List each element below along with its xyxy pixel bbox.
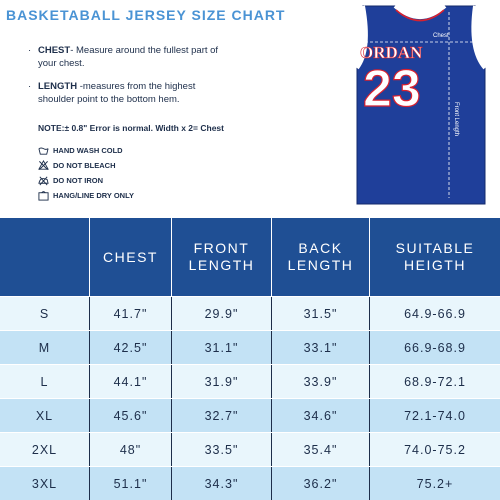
hang-dry-icon	[38, 191, 49, 201]
chest-cell: 42.5"	[90, 331, 172, 364]
care-label: DO NOT IRON	[53, 176, 103, 185]
front-length-cell: 29.9"	[172, 297, 272, 330]
no-iron-icon	[38, 176, 49, 186]
front-length-cell: 34.3"	[172, 467, 272, 500]
table-header-row: CHEST FRONT LENGTH BACK LENGTH SUITABLE HEI…	[0, 218, 500, 296]
header-back-length: BACK LENGTH	[272, 218, 370, 296]
jersey-armhole-right	[471, 5, 487, 70]
height-cell: 66.9-68.9	[404, 340, 466, 355]
height-cell: 74.0-75.2	[404, 442, 466, 457]
bullet-icon: ·	[28, 45, 32, 56]
care-label: HANG/LINE DRY ONLY	[53, 191, 134, 200]
size-cell: M	[0, 331, 90, 364]
back-length-cell: 34.6"	[272, 399, 370, 432]
table-row: S 41.7" 29.9" 31.5" 64.9-66.9	[0, 296, 500, 330]
no-bleach-icon	[38, 160, 49, 170]
height-cell: 72.1-74.0	[404, 408, 466, 423]
table-row: XL 45.6" 32.7" 34.6" 72.1-74.0	[0, 398, 500, 432]
height-cell: 64.9-66.9	[404, 306, 466, 321]
chest-instruction: · CHEST- Measure around the fullest part…	[28, 44, 228, 70]
table-row: L 44.1" 31.9" 33.9" 68.9-72.1	[0, 364, 500, 398]
jersey-graphic: Chest Front Length ORDAN 23	[355, 4, 487, 205]
size-cell: 3XL	[0, 467, 90, 500]
length-term: LENGTH	[38, 81, 78, 92]
chest-cell: 48"	[90, 433, 172, 466]
size-table: CHEST FRONT LENGTH BACK LENGTH SUITABLE HEI…	[0, 218, 500, 500]
header-size	[0, 218, 90, 296]
header-front-length: FRONT LENGTH	[172, 218, 272, 296]
chest-cell: 51.1"	[90, 467, 172, 500]
back-length-cell: 31.5"	[272, 297, 370, 330]
size-cell: XL	[0, 399, 90, 432]
size-cell: L	[0, 365, 90, 398]
table-row: 2XL 48" 33.5" 35.4" 74.0-75.2	[0, 432, 500, 466]
front-length-cell: 31.1"	[172, 331, 272, 364]
care-item: DO NOT BLEACH	[38, 158, 134, 173]
size-cell: 2XL	[0, 433, 90, 466]
back-length-cell: 33.9"	[272, 365, 370, 398]
length-text: -measures from the highest shoulder poin…	[38, 81, 196, 105]
size-cell: S	[0, 297, 90, 330]
back-length-cell: 33.1"	[272, 331, 370, 364]
front-length-cell: 32.7"	[172, 399, 272, 432]
care-label: HAND WASH COLD	[53, 146, 123, 155]
front-length-cell: 33.5"	[172, 433, 272, 466]
jersey-name: ORDAN	[360, 43, 423, 62]
accuracy-note: NOTE:± 0.8" Error is normal. Width x 2= …	[38, 123, 224, 133]
care-item: HAND WASH COLD	[38, 143, 134, 158]
care-instructions: HAND WASH COLD DO NOT BLEACH DO NOT IRON…	[38, 143, 134, 203]
header-suitable-height: SUITABLE HEIGTH	[395, 240, 475, 273]
height-cell: 68.9-72.1	[404, 374, 466, 389]
jersey-number: 23	[363, 60, 421, 118]
front-length-cell: 31.9"	[172, 365, 272, 398]
care-label: DO NOT BLEACH	[53, 161, 116, 170]
care-item: HANG/LINE DRY ONLY	[38, 188, 134, 203]
jersey-collar-accent	[395, 9, 445, 22]
chest-text: - Measure around the fullest part of you…	[38, 45, 219, 69]
chest-measure-label: Chest	[433, 33, 449, 39]
back-length-cell: 36.2"	[272, 467, 370, 500]
chart-title: BASKETABALL JERSEY SIZE CHART	[6, 7, 286, 23]
length-instruction: · LENGTH -measures from the highest shou…	[28, 80, 228, 106]
care-item: DO NOT IRON	[38, 173, 134, 188]
chest-cell: 44.1"	[90, 365, 172, 398]
height-cell: 75.2+	[416, 476, 454, 491]
bullet-icon: ·	[28, 81, 32, 92]
length-measure-label: Front Length	[453, 102, 459, 136]
chest-cell: 45.6"	[90, 399, 172, 432]
header-chest: CHEST	[90, 218, 172, 296]
jersey-collar	[393, 4, 447, 19]
chest-cell: 41.7"	[90, 297, 172, 330]
table-row: M 42.5" 31.1" 33.1" 66.9-68.9	[0, 330, 500, 364]
table-row: 3XL 51.1" 34.3" 36.2" 75.2+	[0, 466, 500, 500]
jersey-illustration: Chest Front Length ORDAN 23	[345, 2, 495, 208]
chest-term: CHEST	[38, 45, 71, 56]
wash-icon	[38, 147, 49, 155]
back-length-cell: 35.4"	[272, 433, 370, 466]
jersey-armhole-left	[355, 5, 368, 70]
